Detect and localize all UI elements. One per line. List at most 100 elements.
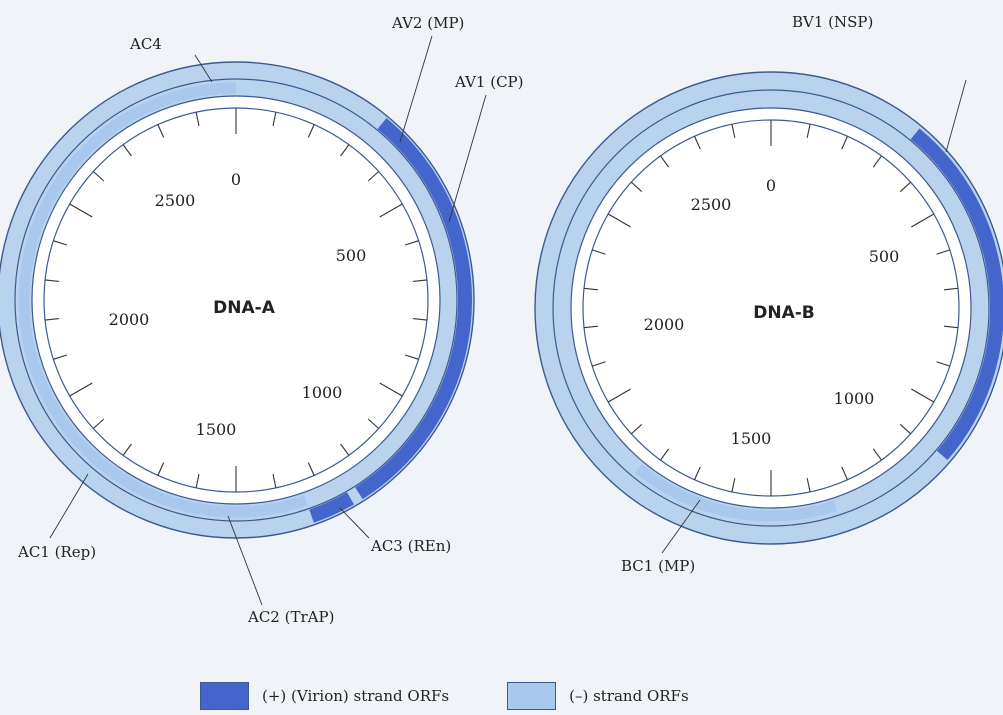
dna-a-tick-1100 bbox=[367, 418, 380, 429]
dna-b-tick-2800 bbox=[694, 136, 701, 150]
leader-av1 bbox=[448, 94, 487, 223]
dna-b-tick-1900 bbox=[630, 424, 643, 435]
dna-a-tick-2500 bbox=[69, 203, 93, 218]
dna-a-tick-2100 bbox=[53, 354, 67, 360]
dna-b-tick-400 bbox=[899, 181, 912, 192]
dna-b-tick-1700 bbox=[694, 466, 701, 480]
dna-a-ticks bbox=[44, 108, 428, 492]
dna-b-tick-900 bbox=[936, 361, 950, 367]
dna-a-tick-1800 bbox=[122, 443, 132, 456]
dna-a-tick-1700 bbox=[157, 462, 165, 476]
dna-a-tick-2700 bbox=[122, 144, 132, 157]
dna-a-tick-2200 bbox=[44, 318, 60, 321]
dna-b-tick-300 bbox=[872, 155, 882, 168]
leader-ac1 bbox=[49, 473, 89, 539]
orf-label-ac4: AC4 bbox=[129, 35, 162, 53]
dna-a-tick-100 bbox=[272, 112, 277, 127]
dna-a-tick-500 bbox=[379, 203, 403, 218]
dna-a-tick-2800 bbox=[157, 124, 165, 138]
dna-a-tick-2600 bbox=[92, 171, 105, 182]
legend: (+) (Virion) strand ORFs (–) strand ORFs bbox=[200, 682, 747, 710]
orf-label-bv1: BV1 (NSP) bbox=[792, 13, 873, 31]
dna-b-orf-arc-bv1 bbox=[910, 128, 1003, 461]
legend-label-minus: (–) strand ORFs bbox=[569, 687, 689, 705]
legend-item-plus: (+) (Virion) strand ORFs bbox=[200, 682, 449, 710]
dna-b-tick-1200 bbox=[872, 448, 882, 461]
leader-bc1 bbox=[661, 499, 701, 554]
dna-b-tick-2700 bbox=[660, 155, 670, 168]
dna-a-tick-1400 bbox=[272, 473, 277, 488]
legend-swatch-plus bbox=[200, 682, 249, 710]
dna-b-inner-face bbox=[570, 107, 972, 509]
dna-a-tick-2000 bbox=[69, 382, 93, 397]
dna-a-orf-arc-ac3 bbox=[309, 492, 354, 523]
dna-b-mid-ring bbox=[552, 89, 990, 527]
dna-a-orf-arc-ac1 bbox=[18, 82, 236, 517]
leader-bv1 bbox=[945, 79, 967, 153]
dna-b-title: DNA-B bbox=[753, 303, 815, 323]
orf-label-bc1: BC1 (MP) bbox=[621, 557, 695, 575]
dna-b-tick-1000 bbox=[911, 388, 935, 403]
dna-b-tick-2900 bbox=[731, 123, 736, 138]
dna-a-orf-arcs bbox=[18, 82, 472, 523]
dna-b-tick-1600 bbox=[731, 478, 736, 493]
dna-a-tick-2400 bbox=[53, 240, 67, 246]
dna-a-tick-800 bbox=[412, 318, 428, 321]
dna-a-title: DNA-A bbox=[213, 298, 276, 318]
dna-a-tick-400 bbox=[367, 171, 380, 182]
dna-a-tick-1600 bbox=[195, 473, 200, 488]
dna-b-orf-arc-bc1 bbox=[635, 464, 837, 522]
dna-b-scale-2000: 2000 bbox=[644, 315, 685, 334]
dna-b-ticks bbox=[583, 120, 959, 496]
dna-a-orf-arc-ac2 bbox=[213, 494, 308, 518]
leader-ac2 bbox=[227, 515, 263, 606]
legend-label-plus: (+) (Virion) strand ORFs bbox=[262, 687, 450, 705]
leader-ac4 bbox=[194, 54, 213, 83]
dna-a-tick-1200 bbox=[340, 443, 350, 456]
dna-b-scale-1000: 1000 bbox=[834, 389, 875, 408]
orf-callouts: AC4 AV2 (MP) AV1 (CP) AC3 (REn) AC2 (TrA… bbox=[17, 13, 967, 626]
dna-b-map: DNA-B 0 500 1000 1500 2000 2500 bbox=[534, 71, 1003, 545]
dna-a-tick-1300 bbox=[307, 462, 315, 476]
dna-b-tick-2500 bbox=[607, 213, 631, 228]
leader-av2 bbox=[399, 35, 433, 143]
dna-b-tick-500 bbox=[911, 213, 935, 228]
dna-a-tick-700 bbox=[412, 279, 428, 282]
dna-a-scale-0: 0 bbox=[231, 170, 241, 189]
dna-a-scale-2000: 2000 bbox=[109, 310, 150, 329]
dna-b-scale-500: 500 bbox=[869, 247, 900, 266]
dna-a-scale-1500: 1500 bbox=[196, 420, 237, 439]
dna-a-tick-1900 bbox=[92, 418, 105, 429]
dna-b-tick-1100 bbox=[899, 424, 912, 435]
dna-a-tick-200 bbox=[307, 124, 315, 138]
dna-a-tick-2900 bbox=[195, 112, 200, 127]
dna-a-map: DNA-A 0 500 1000 1500 2000 2500 bbox=[0, 61, 475, 539]
dna-b-scale-1500: 1500 bbox=[731, 429, 772, 448]
dna-b-tick-800 bbox=[943, 325, 959, 329]
dna-a-inner-face bbox=[31, 95, 441, 505]
dna-b-tick-2200 bbox=[583, 325, 599, 329]
orf-label-ac3: AC3 (REn) bbox=[370, 537, 451, 555]
dna-b-tick-700 bbox=[943, 287, 959, 291]
dna-a-mid-ring bbox=[14, 78, 458, 522]
dna-b-scale-2500: 2500 bbox=[691, 195, 732, 214]
dna-a-scale-1000: 1000 bbox=[302, 383, 343, 402]
dna-b-tick-2400 bbox=[592, 249, 606, 255]
dna-a-tick-300 bbox=[340, 144, 350, 157]
dna-b-tick-2300 bbox=[583, 287, 599, 291]
dna-b-tick-2100 bbox=[592, 361, 606, 367]
dna-a-tick-1000 bbox=[379, 382, 403, 397]
dna-a-tick-2300 bbox=[44, 279, 60, 282]
dna-a-orf-arc-av1 bbox=[355, 169, 472, 500]
dna-b-orf-arcs bbox=[635, 128, 1003, 522]
orf-label-ac2: AC2 (TrAP) bbox=[247, 608, 334, 626]
dna-b-tick-100 bbox=[806, 123, 811, 138]
orf-label-av1: AV1 (CP) bbox=[454, 73, 524, 91]
dna-b-tick-1400 bbox=[806, 478, 811, 493]
orf-label-av2: AV2 (MP) bbox=[391, 14, 464, 32]
dna-a-scale-500: 500 bbox=[336, 246, 367, 265]
legend-swatch-minus bbox=[507, 682, 557, 710]
dna-a-tick-900 bbox=[405, 354, 419, 360]
dna-b-tick-1300 bbox=[841, 466, 848, 480]
